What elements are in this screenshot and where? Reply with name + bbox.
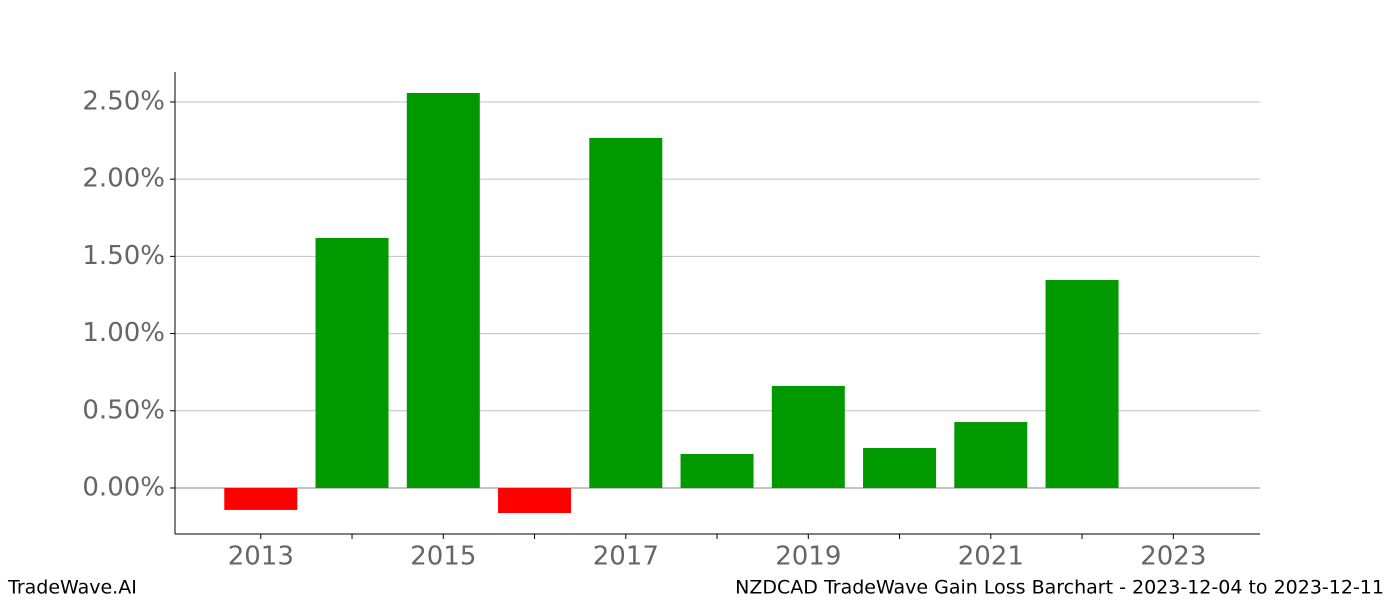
x-tick-label: 2013 [228, 542, 294, 572]
bar [863, 447, 937, 488]
bar [1045, 279, 1119, 488]
x-tick-label: 2023 [1140, 542, 1206, 572]
x-tick-label: 2019 [775, 542, 841, 572]
x-tick-label: 2021 [958, 542, 1024, 572]
chart-title: NZDCAD TradeWave Gain Loss Barchart - 20… [735, 577, 1384, 599]
footer-brand: TradeWave.AI [7, 577, 137, 599]
bar [498, 487, 572, 513]
y-tick-label: 1.50% [82, 241, 165, 271]
bar [589, 137, 663, 488]
y-tick-label: 1.00% [82, 318, 165, 348]
y-tick-label: 2.50% [82, 86, 165, 116]
bar [406, 93, 480, 488]
bar [954, 422, 1028, 488]
bar [680, 454, 754, 488]
x-tick-label: 2017 [593, 542, 659, 572]
bar [224, 487, 298, 510]
bar [771, 385, 845, 488]
bar [315, 237, 389, 488]
y-tick-label: 0.00% [82, 472, 165, 502]
y-tick-label: 2.00% [82, 164, 165, 194]
y-tick-label: 0.50% [82, 395, 165, 425]
x-tick-label: 2015 [410, 542, 476, 572]
